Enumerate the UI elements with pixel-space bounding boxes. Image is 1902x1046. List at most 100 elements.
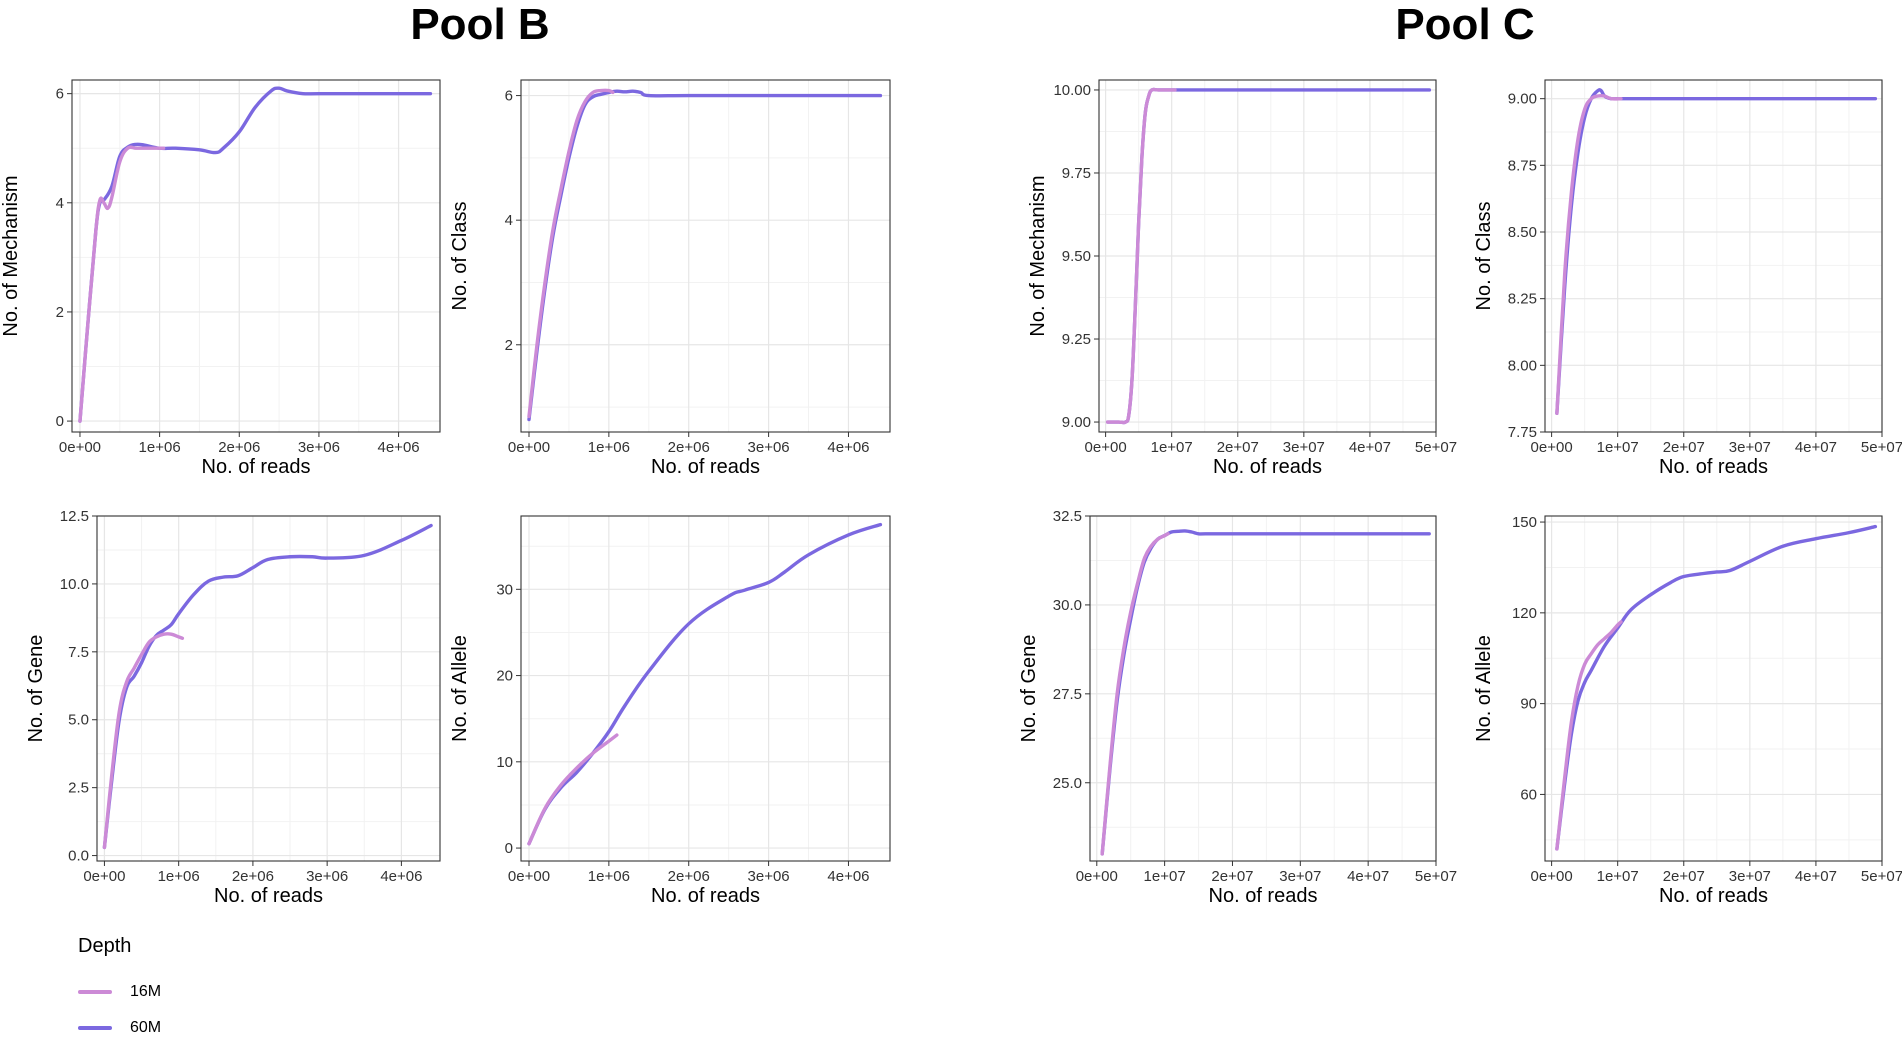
panel6-y-axis-title: No. of Allele (449, 635, 471, 742)
panel8-ytick-label: 150 (1512, 514, 1537, 531)
panel8-xtick-label: 4e+07 (1795, 868, 1837, 885)
panel2-xtick-label: 0e+00 (508, 439, 550, 456)
panel4-ytick-label: 8.00 (1508, 357, 1537, 374)
panel3-ytick-label: 9.00 (1062, 414, 1091, 431)
panel1-xtick-label: 4e+06 (378, 439, 420, 456)
panel7-background (1090, 516, 1436, 861)
panel7-ytick-label: 27.5 (1053, 686, 1082, 703)
panel3-y-axis-title: No. of Mechanism (1027, 175, 1049, 336)
panel1-xtick-label: 3e+06 (298, 439, 340, 456)
pool-b-title: Pool B (410, 0, 550, 49)
legend-swatch-60m (78, 1026, 112, 1030)
panel6-x-axis-title: No. of reads (651, 885, 760, 907)
panel6-series-60m-line (527, 522, 883, 846)
panel5-xtick-label: 4e+06 (380, 868, 422, 885)
panel3-ytick-label: 9.75 (1062, 165, 1091, 182)
panel3-ytick-label: 9.50 (1062, 248, 1091, 265)
panel5-xtick-label: 0e+00 (83, 868, 125, 885)
legend: Depth 16M 60M (78, 935, 161, 1046)
panel5-x-axis-title: No. of reads (214, 885, 323, 907)
panel8-border (1544, 515, 1883, 862)
panel1-ytick-label: 6 (56, 86, 64, 103)
legend-title: Depth (78, 935, 132, 957)
panel1-xtick-label: 2e+06 (218, 439, 260, 456)
panel6-ytick-label: 10 (496, 754, 513, 771)
panel3-ytick-label: 9.25 (1062, 331, 1091, 348)
panel7-y-axis-title: No. of Gene (1018, 635, 1040, 743)
pool-c-title: Pool C (1395, 0, 1535, 49)
panel6-xtick-label: 3e+06 (748, 868, 790, 885)
legend-label-60m: 60M (130, 1019, 162, 1036)
panel8-xtick-label: 1e+07 (1597, 868, 1639, 885)
panel4-xtick-label: 3e+07 (1729, 439, 1771, 456)
panel3-xtick-label: 3e+07 (1283, 439, 1325, 456)
panel2-xtick-label: 1e+06 (588, 439, 630, 456)
panel1-background (72, 80, 440, 432)
panel5-ytick-label: 5.0 (68, 712, 89, 729)
panel2-y-axis-title: No. of Class (449, 202, 471, 311)
panel1-xtick-label: 1e+06 (139, 439, 181, 456)
panel8-ytick-label: 60 (1520, 786, 1537, 803)
panel4-xtick-label: 2e+07 (1663, 439, 1705, 456)
panel1-ytick-label: 0 (56, 413, 64, 430)
panel4-xtick-label: 0e+00 (1531, 439, 1573, 456)
panel1-x-axis-title: No. of reads (202, 456, 311, 478)
panel7-xtick-label: 2e+07 (1211, 868, 1253, 885)
panel1-ytick-label: 2 (56, 304, 64, 321)
panel2-xtick-label: 3e+06 (748, 439, 790, 456)
panel7-ytick-label: 25.0 (1053, 775, 1082, 792)
panel3-xtick-label: 1e+07 (1151, 439, 1193, 456)
panel4-y-axis-title: No. of Class (1473, 202, 1495, 311)
panel4-xtick-label: 4e+07 (1795, 439, 1837, 456)
panel7-x-axis-title: No. of reads (1209, 885, 1318, 907)
panel5-y-axis-title: No. of Gene (25, 635, 47, 743)
panel5-xtick-label: 3e+06 (306, 868, 348, 885)
panel4-border (1544, 79, 1883, 433)
legend-item-16m: 16M (78, 974, 161, 1010)
panel8-xtick-label: 2e+07 (1663, 868, 1705, 885)
panel8-y-axis-title: No. of Allele (1473, 635, 1495, 742)
panel8-series-16m-line (1555, 620, 1623, 851)
panel5-ytick-label: 12.5 (60, 508, 89, 525)
panel8-xtick-label: 3e+07 (1729, 868, 1771, 885)
panel8-x-axis-title: No. of reads (1659, 885, 1768, 907)
legend-label-16m: 16M (130, 983, 162, 1000)
panel3-series-16m-line (1105, 87, 1177, 425)
panel3-xtick-label: 4e+07 (1349, 439, 1391, 456)
panel5-background (97, 516, 440, 861)
panel5-ytick-label: 2.5 (68, 780, 89, 797)
panel7-border (1089, 515, 1437, 862)
panel3-x-axis-title: No. of reads (1213, 456, 1322, 478)
panel7-xtick-label: 1e+07 (1144, 868, 1186, 885)
panel3-ytick-label: 10.00 (1053, 82, 1091, 99)
panel4-ytick-label: 7.75 (1508, 424, 1537, 441)
panel2-x-axis-title: No. of reads (651, 456, 760, 478)
panel1-xtick-label: 0e+00 (59, 439, 101, 456)
panel7-ytick-label: 32.5 (1053, 508, 1082, 525)
panel4-ytick-label: 8.50 (1508, 224, 1537, 241)
legend-swatch-16m (78, 990, 112, 994)
panel8-ytick-label: 90 (1520, 696, 1537, 713)
panel4-xtick-label: 5e+07 (1861, 439, 1902, 456)
panel6-ytick-label: 0 (505, 840, 513, 857)
panel4-ytick-label: 8.25 (1508, 291, 1537, 308)
panel6-xtick-label: 4e+06 (827, 868, 869, 885)
panel6-xtick-label: 1e+06 (588, 868, 630, 885)
panel8-ytick-label: 120 (1512, 605, 1537, 622)
panel4-ytick-label: 8.75 (1508, 157, 1537, 174)
panel2-ytick-label: 6 (505, 88, 513, 105)
panel7-xtick-label: 3e+07 (1279, 868, 1321, 885)
panel3-xtick-label: 2e+07 (1217, 439, 1259, 456)
panel2-ytick-label: 4 (505, 212, 513, 229)
panel5-ytick-label: 0.0 (68, 848, 89, 865)
panel4-series-16m-line (1555, 93, 1623, 416)
panel5-ytick-label: 7.5 (68, 644, 89, 661)
panel8-series-60m-line (1555, 524, 1878, 851)
panel4-xtick-label: 1e+07 (1597, 439, 1639, 456)
panel2-series-16m-line (527, 88, 615, 419)
panel2-ytick-label: 2 (505, 337, 513, 354)
panel1-ytick-label: 4 (56, 195, 64, 212)
panel5-series-60m-line (102, 523, 433, 850)
panel5-border (96, 515, 441, 862)
